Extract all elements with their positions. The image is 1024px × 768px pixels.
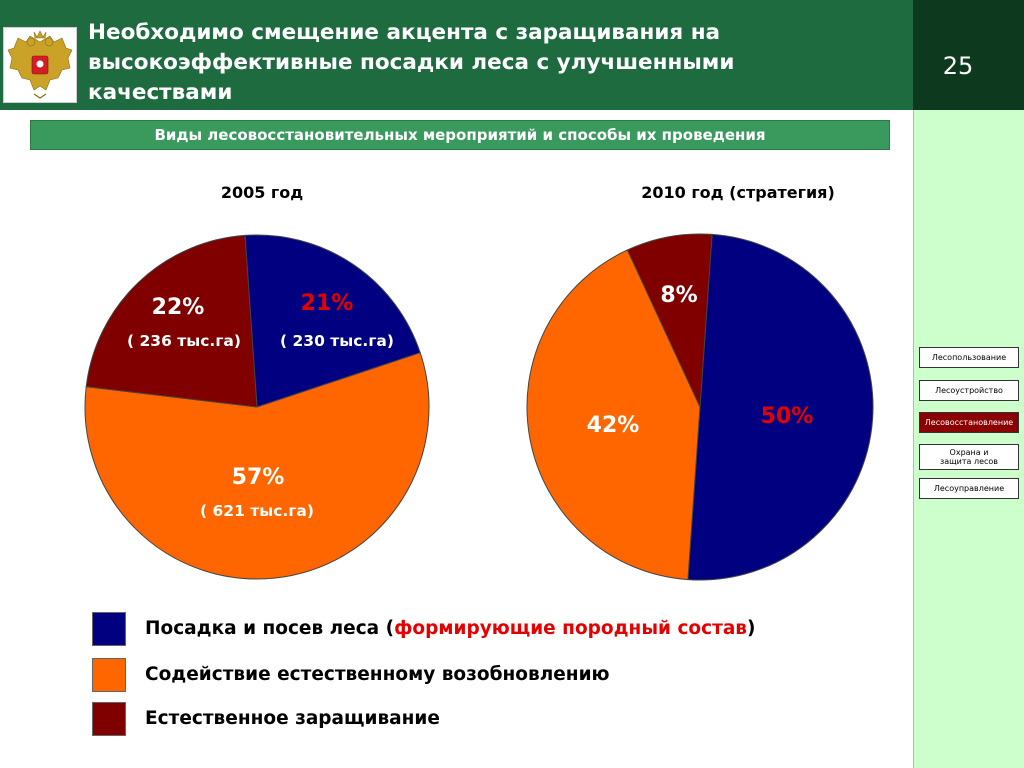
chart-title-2010: 2010 год (стратегия) bbox=[641, 183, 835, 202]
pie-2005 bbox=[84, 234, 430, 580]
pie-2010-slice-1 bbox=[526, 249, 701, 581]
page-number-box: 25 bbox=[913, 0, 1024, 110]
header-bar: Необходимо смещение акцента с заращивани… bbox=[0, 0, 913, 110]
page-title: Необходимо смещение акцента с заращивани… bbox=[88, 20, 735, 105]
legend-label-assist: Содействие естественному возобновлению bbox=[145, 664, 610, 685]
sidebar-item-1[interactable]: Лесоустройство bbox=[919, 380, 1019, 401]
subtitle-bar: Виды лесовосстановительных мероприятий и… bbox=[30, 120, 890, 150]
label-2010-assist-pct: 42% bbox=[587, 413, 640, 438]
page-number: 25 bbox=[942, 52, 974, 80]
double-headed-eagle-icon bbox=[7, 30, 73, 99]
legend-label-natural: Естественное заращивание bbox=[145, 708, 440, 729]
pie-charts: 22% ( 236 тыс.га) 21% ( 230 тыс.га) 57% … bbox=[84, 233, 874, 581]
label-2005-planting-pct: 21% bbox=[301, 291, 354, 316]
label-2005-planting-area: ( 230 тыс.га) bbox=[280, 332, 394, 350]
sidebar-item-4[interactable]: Лесоуправление bbox=[919, 478, 1019, 499]
pie-2010-slice-0 bbox=[687, 233, 874, 581]
legend-swatch-assist bbox=[92, 658, 126, 692]
pie-2010-slice-2 bbox=[626, 233, 713, 408]
legend-swatch-planting bbox=[92, 612, 126, 646]
sidebar-item-3[interactable]: Охрана и защита лесов bbox=[919, 444, 1019, 470]
chart-title-2005: 2005 год bbox=[220, 183, 304, 202]
pie-2005-slice-1 bbox=[84, 352, 430, 580]
label-2005-natural-pct: 22% bbox=[152, 295, 205, 320]
legend-swatch-natural bbox=[92, 702, 126, 736]
pie-2005-slice-0 bbox=[244, 234, 421, 408]
coat-of-arms-emblem bbox=[3, 27, 77, 103]
label-2005-assist-pct: 57% bbox=[232, 465, 285, 490]
sidebar-item-0[interactable]: Лесопользование bbox=[919, 347, 1019, 368]
sidebar-item-2[interactable]: Лесовосстановление bbox=[919, 412, 1019, 433]
pie-2005-slice-2 bbox=[85, 234, 258, 408]
label-2005-assist-area: ( 621 тыс.га) bbox=[200, 502, 314, 520]
label-2005-natural-area: ( 236 тыс.га) bbox=[127, 332, 241, 350]
label-2010-planting-pct: 50% bbox=[761, 404, 814, 429]
legend-label-planting: Посадка и посев леса (формирующие породн… bbox=[145, 618, 756, 639]
label-2010-natural-pct: 8% bbox=[660, 283, 697, 308]
pie-2010 bbox=[526, 233, 874, 581]
